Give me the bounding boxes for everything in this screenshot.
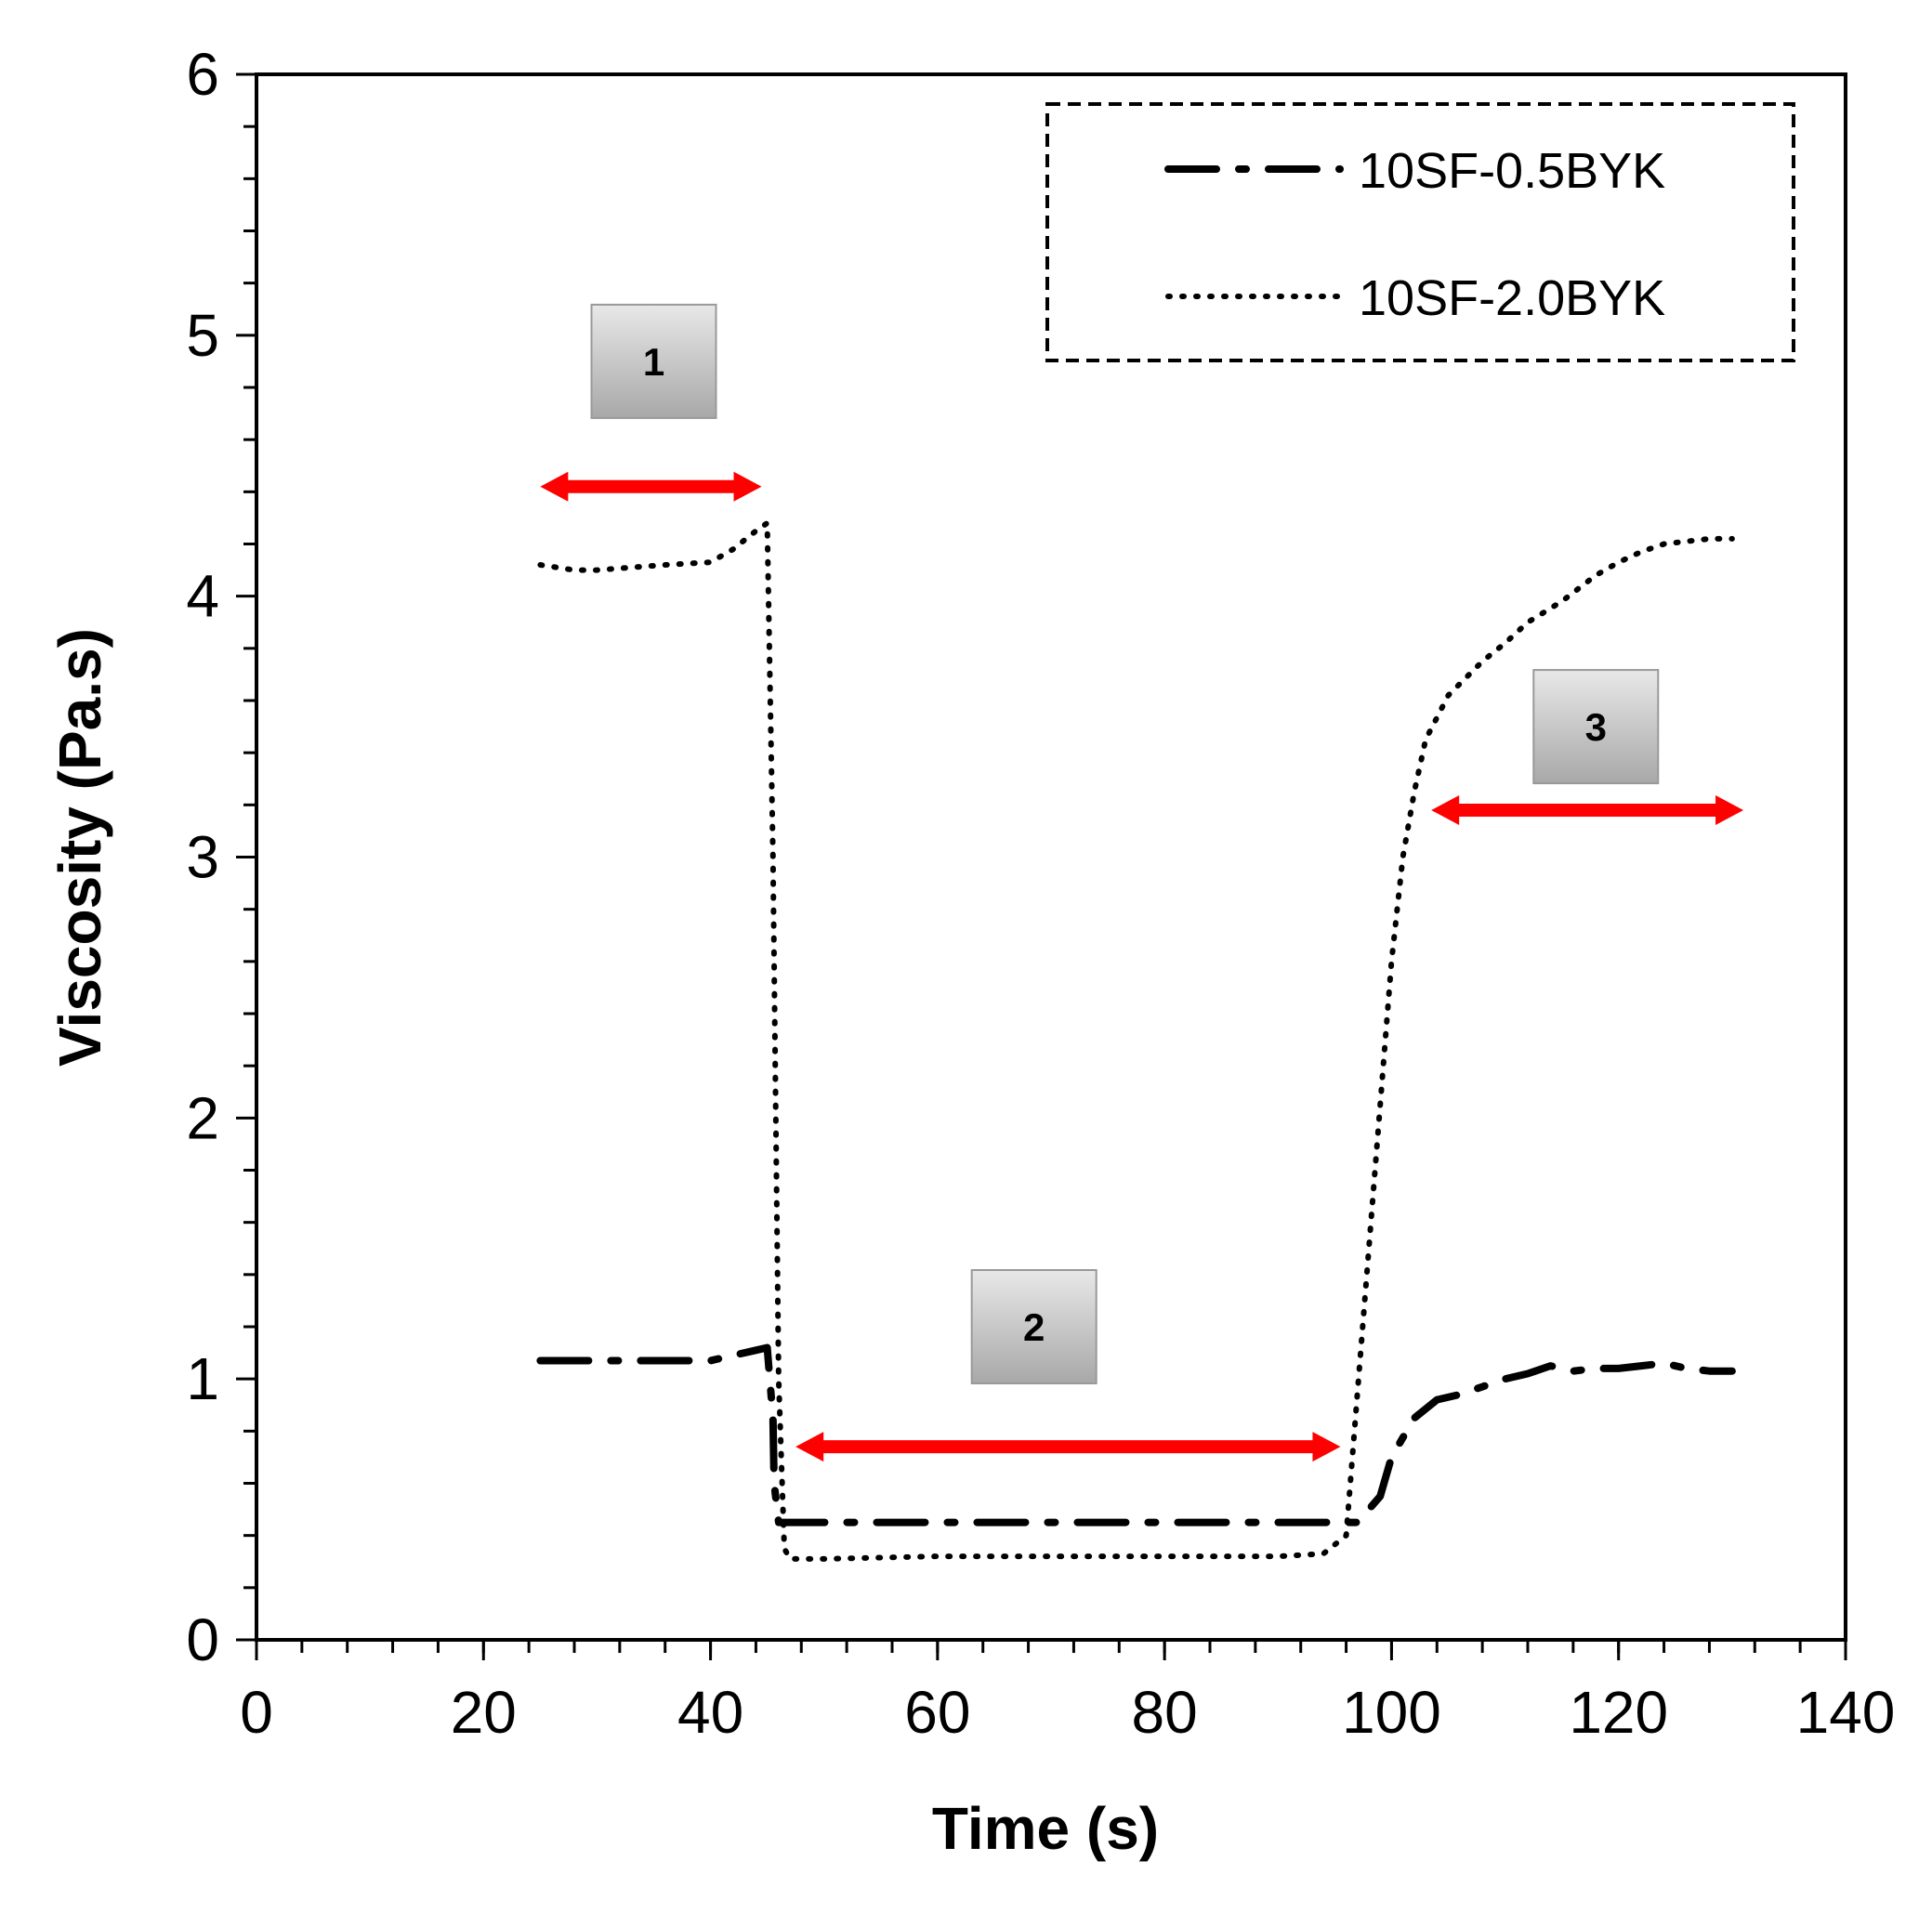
y-tick-label: 0 [186, 1606, 219, 1673]
legend: 10SF-0.5BYK 10SF-2.0BYK [1045, 102, 1795, 362]
arrow-head-right [1312, 1432, 1341, 1462]
region-arrow [1431, 794, 1744, 825]
arrow-head-right [1715, 794, 1744, 825]
legend-box [1045, 102, 1795, 362]
y-tick-label: 1 [186, 1345, 219, 1412]
x-tick-label: 0 [240, 1679, 273, 1746]
x-tick-label: 140 [1796, 1679, 1896, 1746]
region-label-box [970, 1269, 1097, 1384]
x-tick-label: 80 [1132, 1679, 1198, 1746]
x-tick-label: 40 [677, 1679, 743, 1746]
x-tick-label: 120 [1569, 1679, 1668, 1746]
region-label-1: 1 [643, 340, 664, 384]
series-group [536, 520, 1736, 1562]
series-line-10SF-2.0BYK [537, 520, 1735, 1562]
x-axis-title: Time (s) [932, 1795, 1159, 1862]
x-tick-label: 100 [1342, 1679, 1441, 1746]
y-tick-label: 6 [186, 41, 219, 108]
arrow-head-left [795, 1432, 824, 1462]
region-label-2: 2 [1023, 1305, 1045, 1349]
y-tick-label: 4 [186, 563, 219, 630]
region-arrow [540, 471, 762, 502]
arrow-head-left [1431, 794, 1460, 825]
arrow-head-right [733, 471, 762, 502]
y-tick-label: 3 [186, 824, 219, 891]
legend-entry-label: 10SF-2.0BYK [1359, 270, 1665, 326]
legend-entry-label: 10SF-0.5BYK [1359, 143, 1665, 199]
y-tick-label: 5 [186, 302, 219, 369]
x-tick-label: 60 [904, 1679, 970, 1746]
arrow-head-left [540, 471, 569, 502]
series-line-10SF-0.5BYK [536, 1343, 1736, 1526]
y-tick-label: 2 [186, 1084, 219, 1151]
x-tick-label: 20 [451, 1679, 517, 1746]
region-arrow [795, 1432, 1341, 1462]
region-label-box [1532, 669, 1660, 785]
region-label-3: 3 [1585, 705, 1607, 749]
region-label-box [590, 303, 717, 419]
y-axis-title: Viscosity (Pa.s) [46, 628, 113, 1067]
annotations: 1 2 3 [540, 303, 1744, 1462]
